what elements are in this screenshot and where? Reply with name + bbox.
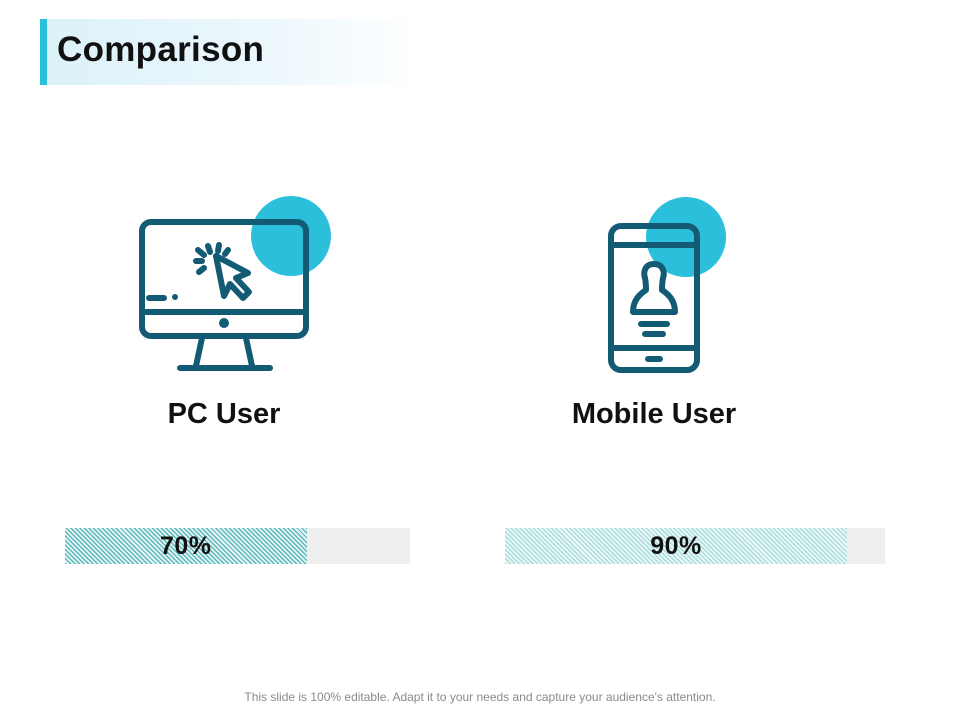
title-accent-bar: [40, 19, 47, 85]
pc-progress-value: 70%: [159, 531, 212, 560]
mobile-progress-bar: 90%: [505, 528, 885, 564]
mobile-progress-fill: [505, 528, 847, 564]
footer-note: This slide is 100% editable. Adapt it to…: [244, 690, 716, 704]
mobile-user-label: Mobile User: [571, 398, 737, 430]
pc-progress-bar: 70%: [65, 528, 410, 564]
smartphone-user-icon: [608, 197, 726, 373]
monitor-click-icon: [139, 196, 331, 371]
page-title: Comparison: [57, 30, 265, 69]
mobile-progress-value: 90%: [650, 531, 702, 560]
title-band: [40, 19, 420, 85]
pc-user-label: PC User: [167, 398, 281, 430]
pc-progress-fill: [65, 528, 307, 564]
